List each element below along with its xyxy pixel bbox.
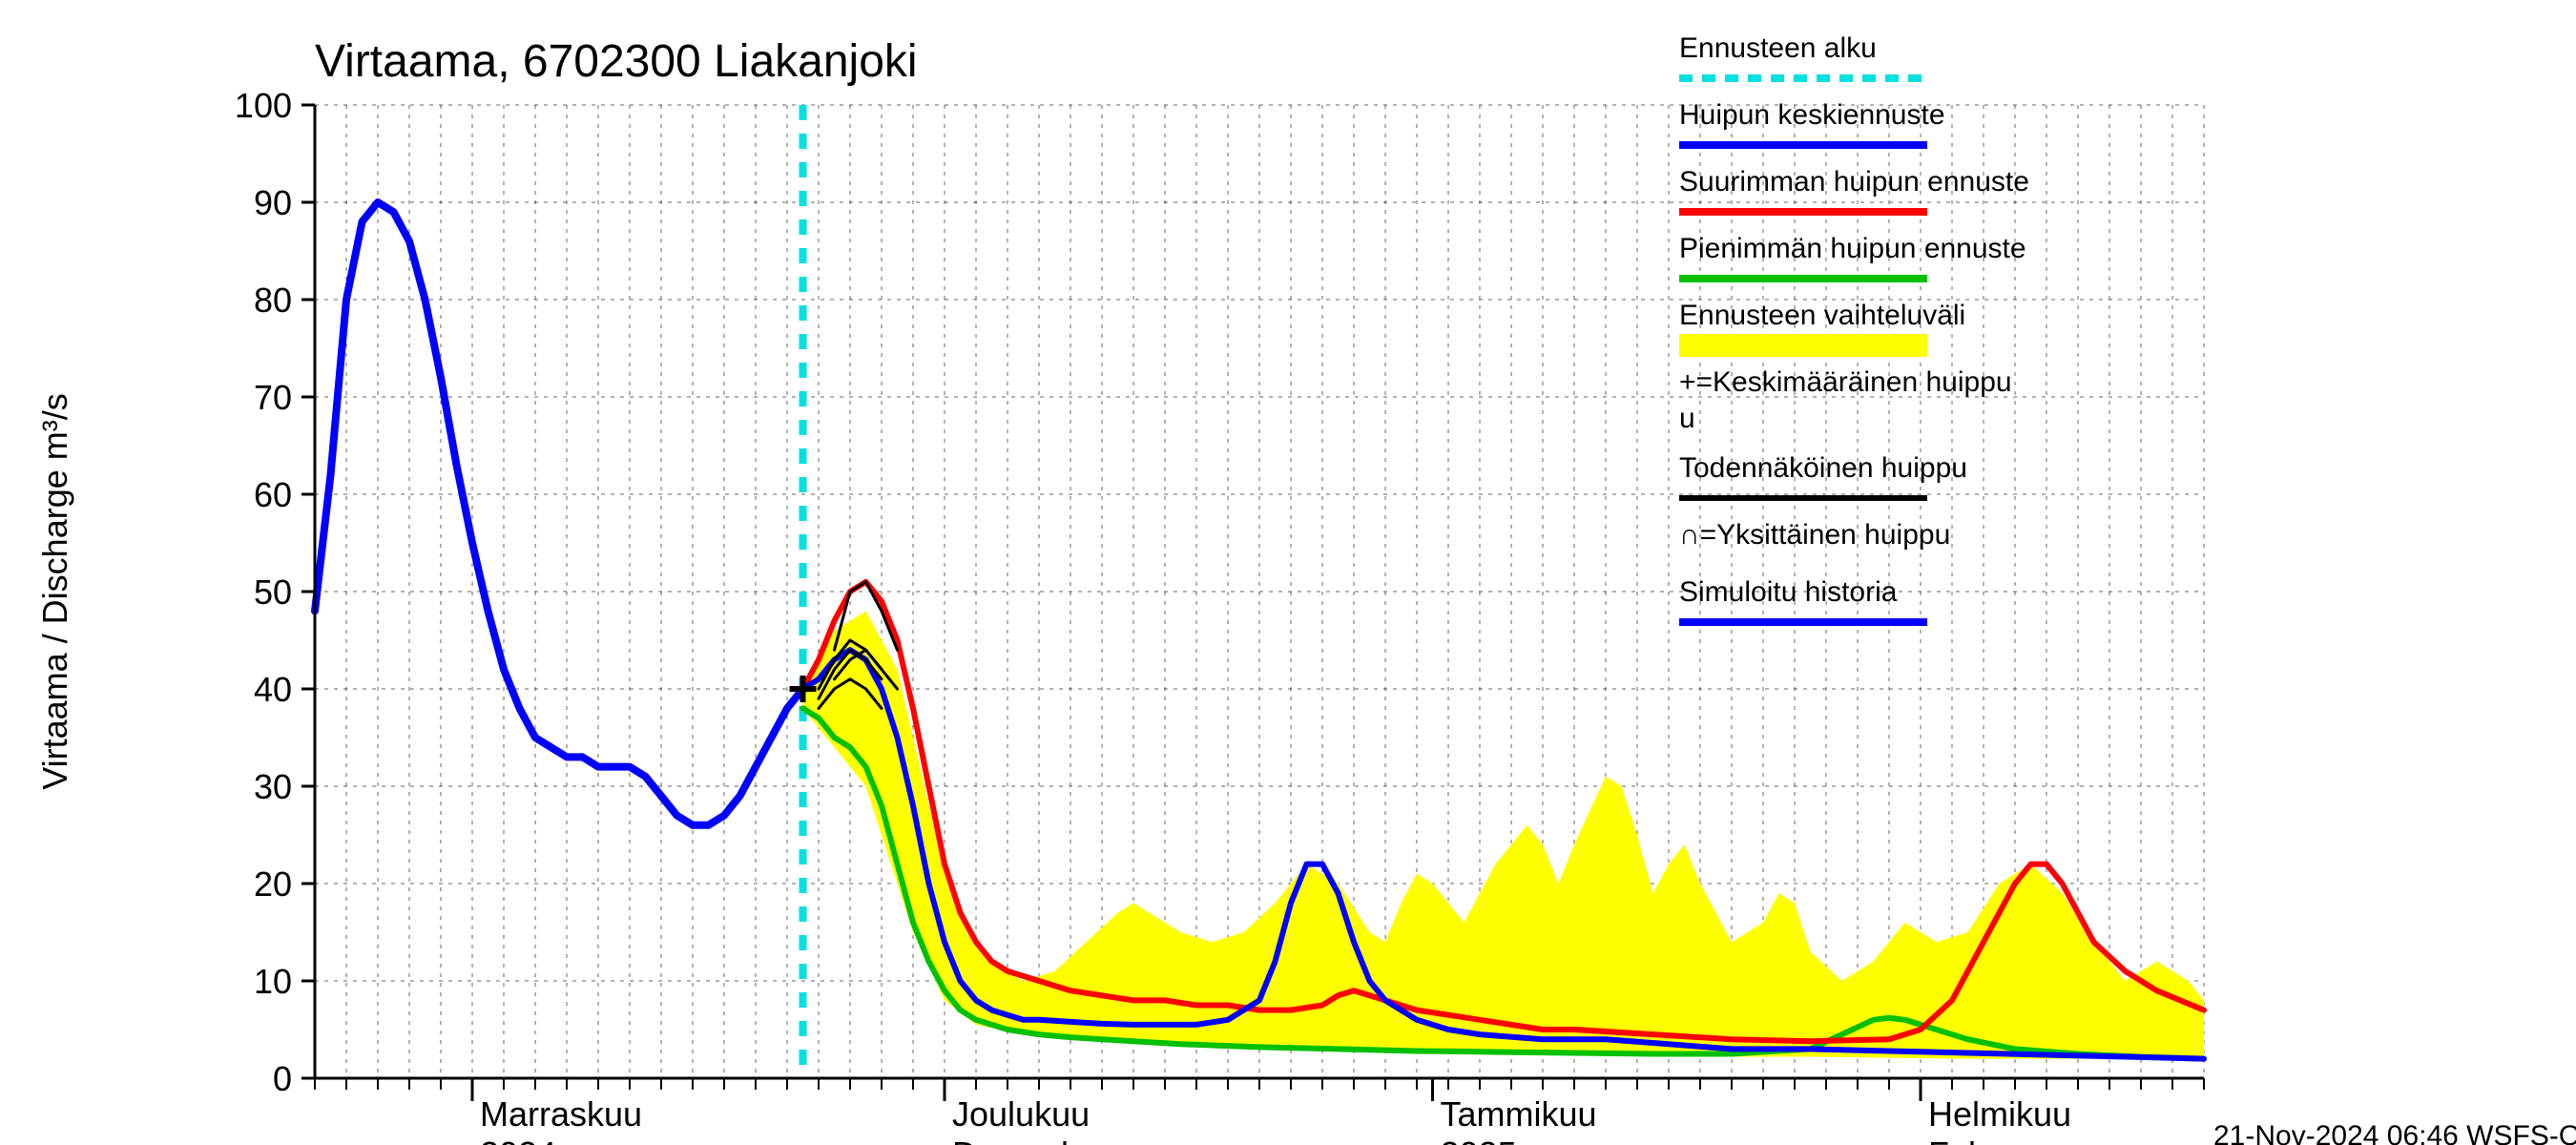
legend-label: Ennusteen alku (1679, 32, 1877, 64)
x-tick-label-top: Helmikuu (1928, 1094, 2071, 1134)
legend-label: ∩=Yksittäinen huippu (1679, 519, 1950, 551)
x-tick-label-top: Marraskuu (480, 1094, 642, 1134)
y-tick-label: 0 (273, 1059, 292, 1098)
y-axis-label: Virtaama / Discharge m³/s (35, 393, 74, 789)
legend-label-wrap: u (1679, 403, 1695, 434)
y-tick-label: 50 (254, 572, 292, 612)
y-tick-label: 10 (254, 962, 292, 1001)
x-tick-label-bot: February (1928, 1135, 2066, 1145)
chart-title: Virtaama, 6702300 Liakanjoki (315, 36, 918, 87)
chart-footer: 21-Nov-2024 06:46 WSFS-O (2213, 1120, 2576, 1145)
chart-svg: 0 10 20 30 40 50 60 70 80 90 100 Marraskuu2024 Joulu… (0, 0, 2576, 1145)
y-tick-label: 20 (254, 864, 292, 904)
y-tick-label: 30 (254, 767, 292, 806)
legend-label: +=Keskimääräinen huippu (1679, 366, 2012, 398)
chart-container: 0 10 20 30 40 50 60 70 80 90 100 Marraskuu2024 Joulu… (0, 0, 2576, 1145)
legend-label: Pienimmän huipun ennuste (1679, 233, 2026, 264)
legend-label: Simuloitu historia (1679, 576, 1898, 608)
y-tick-label: 40 (254, 670, 292, 709)
x-tick-label-bot: 2025 (1441, 1135, 1517, 1145)
y-tick-label: 90 (254, 183, 292, 222)
x-tick-label-top: Tammikuu (1441, 1094, 1597, 1134)
legend-label: Huipun keskiennuste (1679, 99, 1945, 131)
x-tick-label-bot: December (952, 1135, 1111, 1145)
x-tick-label-bot: 2024 (480, 1135, 556, 1145)
legend-label: Ennusteen vaihteluväli (1679, 300, 1965, 331)
x-tick-label-top: Joulukuu (952, 1094, 1090, 1134)
y-tick-label: 80 (254, 281, 292, 320)
legend-label: Todennäköinen huippu (1679, 452, 1967, 484)
y-tick-label: 100 (235, 86, 292, 125)
y-tick-label: 60 (254, 475, 292, 514)
legend-swatch (1679, 334, 1927, 357)
legend-label: Suurimman huipun ennuste (1679, 166, 2029, 198)
y-tick-label: 70 (254, 378, 292, 417)
